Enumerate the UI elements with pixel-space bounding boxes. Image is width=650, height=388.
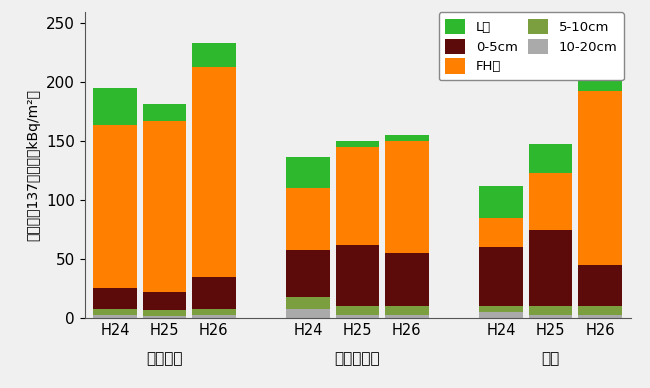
Bar xyxy=(480,218,523,248)
Bar xyxy=(192,315,235,318)
Bar xyxy=(529,307,573,315)
Bar xyxy=(287,189,330,250)
Text: アカマツ: アカマツ xyxy=(146,351,183,366)
Legend: L層, 0-5cm, FH層, 5-10cm, 10-20cm: L層, 0-5cm, FH層, 5-10cm, 10-20cm xyxy=(439,12,624,80)
Bar xyxy=(480,186,523,218)
Bar xyxy=(385,307,428,315)
Bar xyxy=(93,288,136,309)
Bar xyxy=(578,91,622,265)
Bar xyxy=(385,253,428,307)
Bar xyxy=(287,297,330,309)
Text: 落葉幅葉樹: 落葉幅葉樹 xyxy=(335,351,380,366)
Bar xyxy=(142,121,186,292)
Bar xyxy=(529,173,573,230)
Bar xyxy=(287,309,330,318)
Bar xyxy=(93,88,136,125)
Bar xyxy=(287,157,330,189)
Bar xyxy=(93,315,136,318)
Bar xyxy=(93,309,136,315)
Bar xyxy=(142,292,186,310)
Bar xyxy=(335,307,380,315)
Bar xyxy=(142,310,186,316)
Bar xyxy=(480,312,523,318)
Bar xyxy=(192,277,235,309)
Bar xyxy=(385,135,428,141)
Bar xyxy=(335,147,380,245)
Bar xyxy=(529,315,573,318)
Bar xyxy=(578,307,622,315)
Bar xyxy=(480,307,523,312)
Bar xyxy=(142,316,186,318)
Bar xyxy=(335,245,380,307)
Y-axis label: セシウム137沈着量（kBq/m²）: セシウム137沈着量（kBq/m²） xyxy=(27,89,40,241)
Bar xyxy=(142,104,186,121)
Bar xyxy=(335,141,380,147)
Bar xyxy=(192,67,235,277)
Bar xyxy=(287,250,330,297)
Bar xyxy=(578,265,622,307)
Bar xyxy=(480,248,523,307)
Bar xyxy=(385,315,428,318)
Bar xyxy=(192,43,235,67)
Bar xyxy=(529,230,573,307)
Bar xyxy=(529,144,573,173)
Bar xyxy=(192,309,235,315)
Bar xyxy=(578,76,622,91)
Bar xyxy=(578,315,622,318)
Bar xyxy=(335,315,380,318)
Bar xyxy=(93,125,136,288)
Text: スギ: スギ xyxy=(541,351,560,366)
Bar xyxy=(385,141,428,253)
